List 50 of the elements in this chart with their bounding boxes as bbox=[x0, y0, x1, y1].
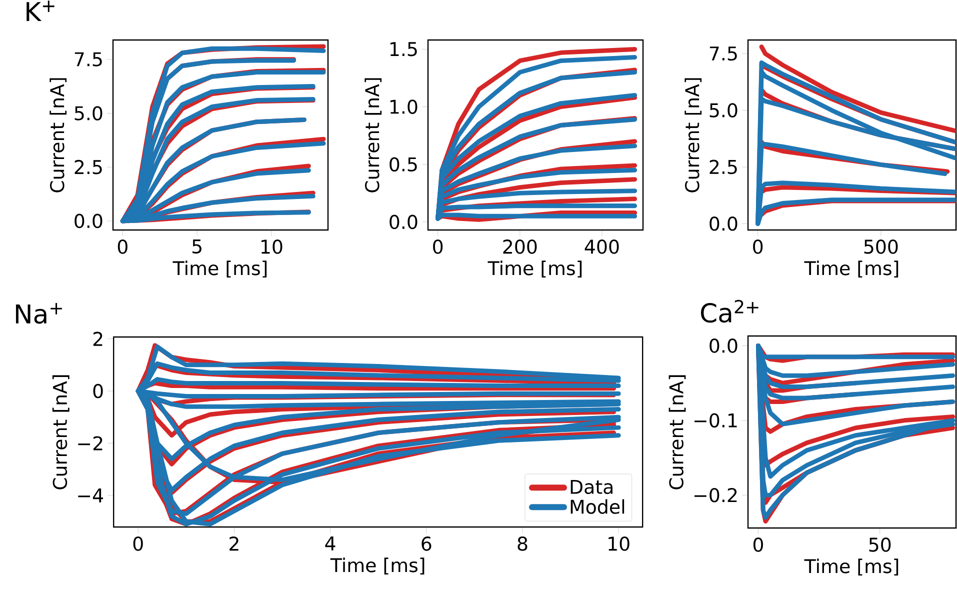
x-tick-label: 10 bbox=[261, 240, 282, 254]
x-axis-title: Time [ms] bbox=[804, 558, 898, 576]
legend-label: Data bbox=[570, 480, 612, 494]
x-tick-label: 0 bbox=[753, 538, 763, 552]
y-tick-label: 7.5 bbox=[74, 52, 102, 66]
x-tick-label: 200 bbox=[503, 240, 537, 254]
x-tick-label: 50 bbox=[869, 538, 891, 552]
chart-title: Na$^{+}$ bbox=[16, 302, 62, 324]
x-axis-title: Time [ms] bbox=[488, 260, 582, 278]
y-tick-label: 5.0 bbox=[710, 103, 738, 118]
y-tick-label: 0.0 bbox=[710, 216, 738, 231]
x-tick-label: 0 bbox=[118, 240, 128, 254]
x-tick-label: 500 bbox=[864, 240, 898, 254]
x-tick-label: 2 bbox=[230, 536, 238, 551]
y-axis-title: Current [nA] bbox=[52, 375, 70, 490]
y-tick-label: 0.0 bbox=[710, 338, 738, 353]
y-axis-title: Current [nA] bbox=[50, 78, 67, 192]
y-tick-label: −2 bbox=[78, 436, 102, 450]
y-axis-title: Current [nA] bbox=[364, 78, 382, 192]
x-tick-label: 0 bbox=[433, 240, 443, 254]
y-tick-label: −0.1 bbox=[694, 413, 737, 428]
x-axis-title: Time [ms] bbox=[172, 260, 267, 278]
x-tick-label: 0 bbox=[133, 536, 143, 551]
y-tick-label: −4 bbox=[78, 488, 104, 502]
y-tick-label: 0 bbox=[93, 384, 103, 398]
y-tick-label: 0.5 bbox=[390, 157, 417, 172]
x-tick-label: 10 bbox=[608, 536, 630, 551]
y-tick-label: 2 bbox=[93, 332, 102, 346]
y-tick-label: 1.0 bbox=[390, 100, 418, 114]
x-tick-label: 5 bbox=[192, 240, 202, 254]
legend-label: Model bbox=[570, 499, 624, 514]
x-tick-label: 6 bbox=[422, 536, 432, 551]
y-tick-label: 2.5 bbox=[710, 160, 737, 174]
x-tick-label: 4 bbox=[325, 536, 336, 550]
y-tick-label: 1.5 bbox=[390, 42, 417, 56]
x-tick-label: 0 bbox=[753, 240, 763, 254]
y-tick-label: 0.0 bbox=[390, 214, 418, 230]
chart-title: K$^{+}$ bbox=[26, 0, 54, 21]
y-axis-title: Current [nA] bbox=[668, 375, 686, 490]
y-axis-title: Current [nA] bbox=[684, 78, 702, 192]
y-tick-label: 2.5 bbox=[74, 160, 102, 174]
y-tick-label: 5.0 bbox=[74, 106, 102, 120]
chart-title: Ca$^{2+}$ bbox=[700, 300, 758, 323]
x-axis-title: Time [ms] bbox=[330, 558, 424, 575]
x-tick-label: 400 bbox=[584, 240, 619, 254]
y-tick-label: −0.2 bbox=[694, 488, 737, 502]
y-tick-label: 0.0 bbox=[74, 214, 102, 228]
x-axis-title: Time [ms] bbox=[804, 260, 898, 278]
x-tick-label: 8 bbox=[518, 536, 528, 551]
y-tick-label: 7.5 bbox=[710, 46, 737, 61]
